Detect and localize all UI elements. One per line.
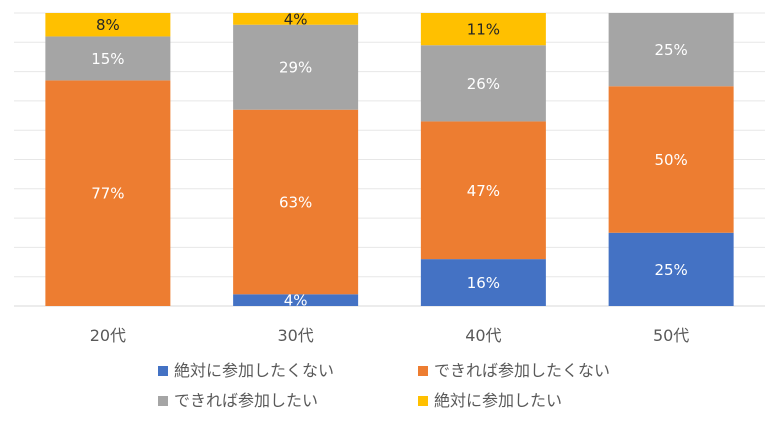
x-tick-label: 40代 xyxy=(465,326,501,345)
bar-segment-40代-絶対に参加したい xyxy=(420,13,546,46)
bar-segment-50代-できれば参加したい xyxy=(608,13,734,87)
legend-swatch xyxy=(158,396,168,406)
bars xyxy=(45,13,734,306)
x-tick-label: 50代 xyxy=(653,326,689,345)
bar-segment-20代-絶対に参加したい xyxy=(45,13,171,37)
data-label: 15% xyxy=(91,50,124,68)
x-tick-label: 20代 xyxy=(90,326,126,345)
data-label: 25% xyxy=(654,261,687,279)
data-label: 4% xyxy=(284,10,308,28)
bar-segment-30代-絶対に参加したくない xyxy=(233,294,359,306)
data-label: 11% xyxy=(467,21,500,39)
bar-segment-20代-できれば参加したくない xyxy=(45,80,171,306)
x-tick-label: 30代 xyxy=(277,326,313,345)
legend-item: できれば参加したくない xyxy=(418,361,610,380)
x-axis: 20代 30代 40代 50代 xyxy=(90,326,690,345)
bar-segment-30代-できれば参加したい xyxy=(233,24,359,110)
legend-swatch xyxy=(158,366,168,376)
legend-label: 絶対に参加したい xyxy=(434,391,562,410)
bar-segment-30代-絶対に参加したい xyxy=(233,13,359,25)
legend-label: できれば参加したい xyxy=(174,391,318,410)
bar-segment-20代-できれば参加したい xyxy=(45,36,171,81)
bar-segment-40代-できれば参加したくない xyxy=(420,121,546,260)
bar-segment-40代-絶対に参加したくない xyxy=(420,259,546,306)
bar-segment-50代-できれば参加したくない xyxy=(608,86,734,233)
data-label: 29% xyxy=(279,59,312,77)
data-label: 8% xyxy=(96,16,120,34)
data-label: 4% xyxy=(284,292,308,310)
data-label: 26% xyxy=(467,75,500,93)
bar-segment-50代-絶対に参加したくない xyxy=(608,232,734,306)
legend-swatch xyxy=(418,396,428,406)
bar-segment-30代-できれば参加したくない xyxy=(233,109,359,295)
legend-item: できれば参加したい xyxy=(158,391,318,410)
data-label: 77% xyxy=(91,185,124,203)
legend-item: 絶対に参加したい xyxy=(418,391,562,410)
legend-label: できれば参加したくない xyxy=(434,361,610,380)
legend-label: 絶対に参加したくない xyxy=(174,361,334,380)
data-label: 16% xyxy=(467,274,500,292)
data-labels: 77% 15% 8% 4% 63% 29% 4% 16% 47% 26% 11% 25% 50% 25% xyxy=(91,10,688,309)
data-label: 25% xyxy=(654,41,687,59)
legend-item: 絶対に参加したくない xyxy=(158,361,334,380)
data-label: 50% xyxy=(654,151,687,169)
data-label: 63% xyxy=(279,193,312,211)
legend-swatch xyxy=(418,366,428,376)
bar-segment-40代-できれば参加したい xyxy=(420,45,546,122)
data-label: 47% xyxy=(467,182,500,200)
